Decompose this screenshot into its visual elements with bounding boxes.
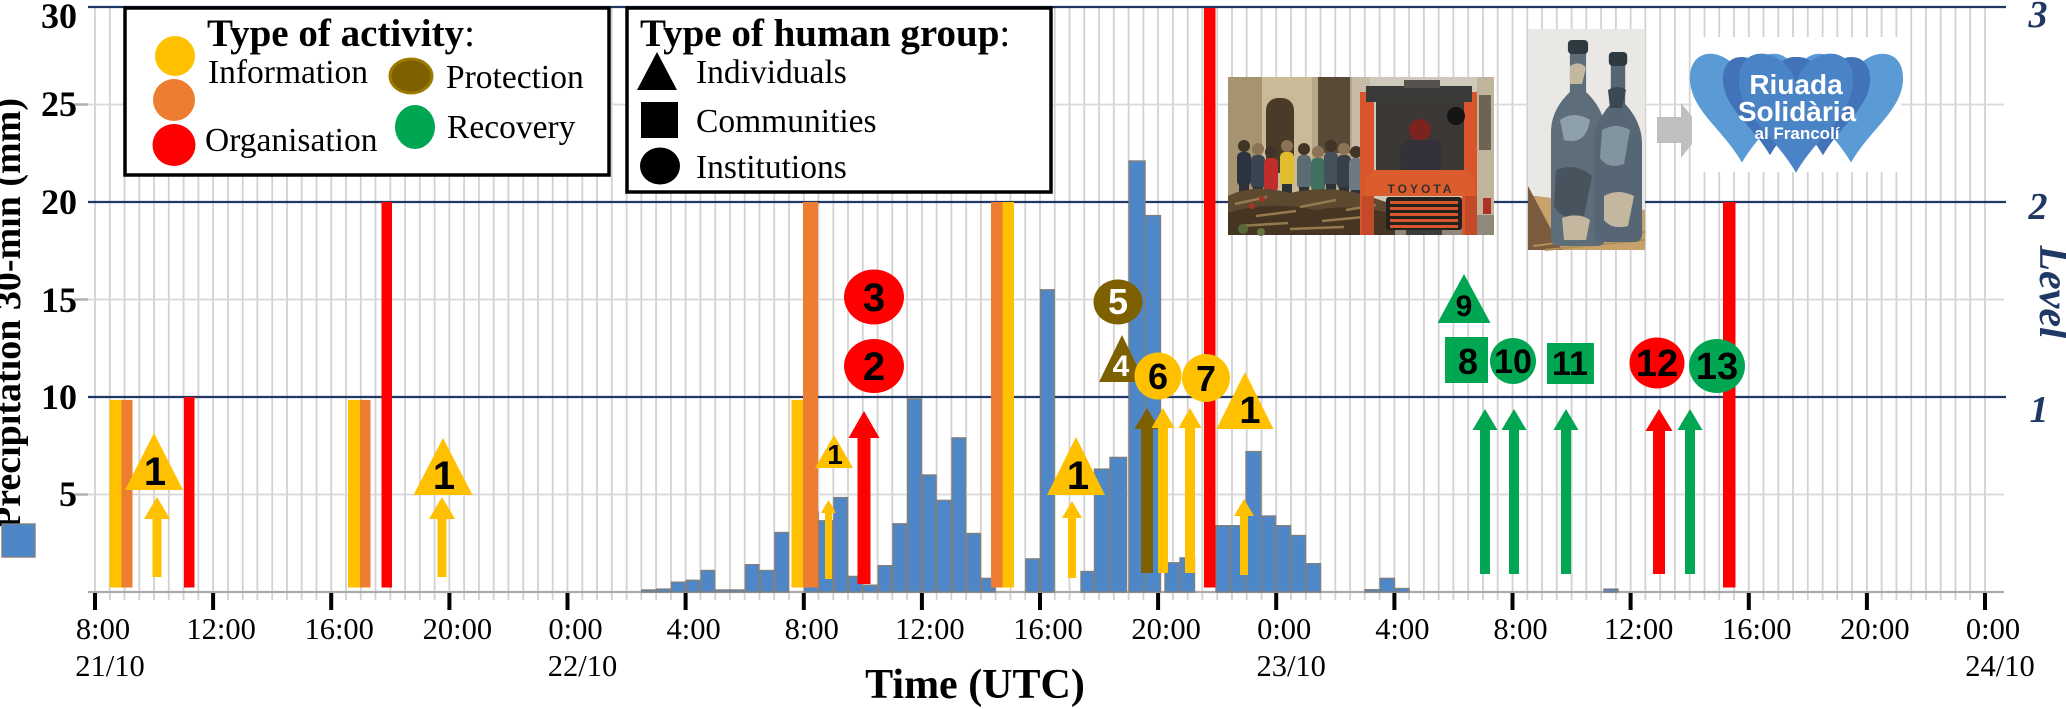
svg-text:Precipitation 30-min (mm): Precipitation 30-min (mm) [0,98,29,530]
svg-text:12:00: 12:00 [895,612,964,646]
svg-text:5: 5 [59,474,77,514]
svg-text:20:00: 20:00 [423,612,492,646]
svg-text:Recovery: Recovery [447,109,576,146]
svg-text:30: 30 [41,0,77,36]
svg-text:4:00: 4:00 [1375,612,1429,646]
svg-text:21/10: 21/10 [75,649,144,683]
svg-text:Organisation: Organisation [205,122,378,159]
svg-text:Level: Level [2030,244,2066,339]
svg-text:1: 1 [433,454,455,498]
svg-text:Type of activity:: Type of activity: [207,12,475,55]
svg-text:al Francolí: al Francolí [1754,124,1840,143]
svg-text:22/10: 22/10 [548,649,617,683]
svg-text:Communities: Communities [696,103,877,140]
svg-text:9: 9 [1456,290,1473,323]
svg-text:Individuals: Individuals [696,54,847,91]
svg-text:16:00: 16:00 [304,612,373,646]
svg-text:25: 25 [41,84,77,124]
svg-text:12:00: 12:00 [1604,612,1673,646]
svg-text:15: 15 [41,280,77,320]
svg-text:0:00: 0:00 [548,612,602,646]
svg-text:8:00: 8:00 [76,612,130,646]
svg-text:2: 2 [2028,186,2048,228]
svg-text:1: 1 [144,450,166,494]
svg-text:6: 6 [1148,356,1168,397]
svg-text:3: 3 [2028,0,2048,36]
svg-text:Institutions: Institutions [696,149,847,186]
svg-text:1: 1 [1239,390,1260,432]
svg-text:Riuada: Riuada [1749,69,1843,100]
svg-text:8:00: 8:00 [785,612,839,646]
svg-text:16:00: 16:00 [1013,612,1082,646]
svg-text:1: 1 [1067,454,1089,498]
svg-text:20:00: 20:00 [1840,612,1909,646]
svg-text:Type of human group:: Type of human group: [640,12,1010,55]
svg-text:12: 12 [1636,343,1678,385]
svg-text:0:00: 0:00 [1257,612,1311,646]
svg-text:12:00: 12:00 [186,612,255,646]
svg-text:Solidària: Solidària [1738,96,1857,127]
svg-text:24/10: 24/10 [1965,649,2034,683]
svg-text:4: 4 [1113,350,1130,383]
svg-text:23/10: 23/10 [1256,649,1325,683]
svg-text:2: 2 [863,345,885,389]
svg-text:3: 3 [863,276,885,320]
svg-text:8:00: 8:00 [1493,612,1547,646]
svg-text:Protection: Protection [446,59,584,96]
svg-text:10: 10 [41,377,77,417]
svg-text:Time (UTC): Time (UTC) [865,662,1085,708]
svg-text:Information: Information [208,54,368,91]
svg-text:7: 7 [1196,358,1216,399]
svg-text:16:00: 16:00 [1722,612,1791,646]
svg-text:1: 1 [2030,389,2049,431]
svg-text:1: 1 [827,439,843,470]
svg-text:20:00: 20:00 [1131,612,1200,646]
svg-text:5: 5 [1108,281,1128,322]
svg-text:0:00: 0:00 [1966,612,2020,646]
svg-text:11: 11 [1552,345,1588,383]
svg-text:20: 20 [41,182,77,222]
svg-text:10: 10 [1494,343,1532,381]
svg-text:13: 13 [1696,346,1738,388]
svg-text:TOYOTA: TOYOTA [1388,182,1455,196]
svg-text:4:00: 4:00 [666,612,720,646]
svg-text:8: 8 [1458,341,1478,382]
